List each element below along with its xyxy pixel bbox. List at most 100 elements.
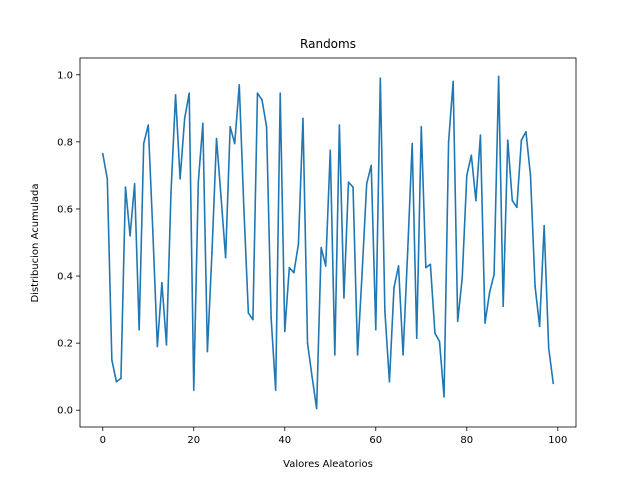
data-point	[293, 271, 295, 274]
data-point	[206, 350, 209, 353]
data-point	[197, 181, 200, 183]
data-point	[461, 276, 464, 279]
data-point	[338, 124, 341, 126]
data-point	[202, 122, 204, 125]
data-point	[252, 318, 254, 321]
data-point	[434, 332, 436, 334]
x-tick-label: 100	[548, 435, 567, 446]
y-axis-label: Distribucion Acumulada	[30, 183, 41, 302]
data-point	[243, 206, 245, 209]
data-point	[224, 256, 227, 259]
data-point	[529, 174, 532, 177]
y-tick-label: 0.0	[57, 406, 73, 417]
data-point	[156, 345, 159, 348]
y-tick-label: 1.0	[57, 70, 73, 81]
data-point	[306, 342, 309, 344]
data-point	[484, 322, 486, 324]
data-point	[497, 75, 500, 78]
x-tick-label: 40	[278, 435, 291, 446]
data-point	[415, 337, 418, 339]
data-point	[283, 330, 286, 333]
data-point	[133, 182, 136, 185]
y-tick-label: 0.6	[57, 204, 73, 215]
data-point	[138, 328, 140, 331]
data-point	[352, 186, 354, 188]
x-axis-label: Valores Aleatorios	[283, 459, 373, 470]
data-point	[475, 199, 477, 202]
data-point	[261, 99, 263, 101]
x-axis-ticks: 0 20 40 60 80 100	[100, 427, 567, 446]
y-tick-label: 0.2	[57, 339, 73, 350]
data-point	[265, 125, 268, 128]
data-point	[324, 265, 327, 267]
data-point	[488, 292, 491, 294]
data-point	[174, 94, 177, 96]
y-tick-label: 0.8	[57, 137, 73, 148]
x-tick-label: 60	[369, 435, 382, 446]
data-point	[534, 285, 536, 287]
data-point	[101, 152, 104, 155]
data-point	[297, 243, 300, 245]
x-tick-label: 0	[100, 435, 106, 446]
data-point	[502, 305, 504, 308]
data-point	[456, 320, 459, 323]
data-point	[256, 92, 259, 95]
x-tick-label: 20	[187, 435, 200, 446]
data-point	[270, 317, 272, 319]
data-point	[165, 344, 168, 346]
data-point	[411, 142, 413, 145]
data-point	[233, 142, 236, 145]
data-point	[147, 124, 150, 126]
series-line	[101, 75, 555, 410]
data-point	[543, 224, 545, 227]
data-point	[516, 206, 518, 209]
axes-frame	[79, 57, 577, 428]
data-point	[129, 234, 131, 237]
data-point	[538, 325, 541, 328]
data-point	[493, 273, 495, 276]
data-point	[520, 139, 523, 141]
data-point	[120, 377, 122, 380]
data-point	[334, 354, 336, 356]
data-point	[388, 380, 391, 383]
data-point	[347, 181, 350, 183]
data-point	[374, 328, 377, 331]
data-point	[183, 117, 186, 120]
data-point	[315, 407, 318, 410]
data-point	[547, 347, 550, 349]
data-point	[211, 251, 213, 254]
data-point	[361, 271, 363, 274]
data-point	[106, 177, 109, 180]
data-point	[343, 297, 345, 299]
data-point	[288, 266, 291, 269]
data-point	[552, 382, 555, 385]
data-point	[429, 263, 432, 266]
data-point	[152, 229, 154, 232]
data-point	[220, 196, 222, 199]
data-point	[161, 281, 163, 284]
data-point	[170, 191, 172, 193]
data-point	[179, 177, 181, 180]
data-point	[188, 92, 191, 95]
data-point	[397, 265, 400, 267]
data-point	[311, 375, 313, 378]
data-point	[393, 286, 395, 289]
data-point	[329, 149, 332, 152]
data-point	[452, 80, 454, 83]
data-point	[370, 164, 373, 167]
data-point	[425, 266, 427, 269]
data-point	[229, 125, 231, 128]
data-point	[443, 396, 445, 398]
data-point	[238, 84, 241, 86]
data-point	[111, 359, 113, 361]
data-point	[356, 354, 359, 356]
data-point	[365, 182, 368, 185]
data-point	[192, 389, 195, 391]
data-point	[320, 246, 322, 249]
data-point	[247, 312, 250, 314]
data-point	[470, 154, 473, 157]
data-point	[142, 142, 145, 145]
data-point	[384, 310, 386, 313]
data-point	[124, 186, 127, 188]
